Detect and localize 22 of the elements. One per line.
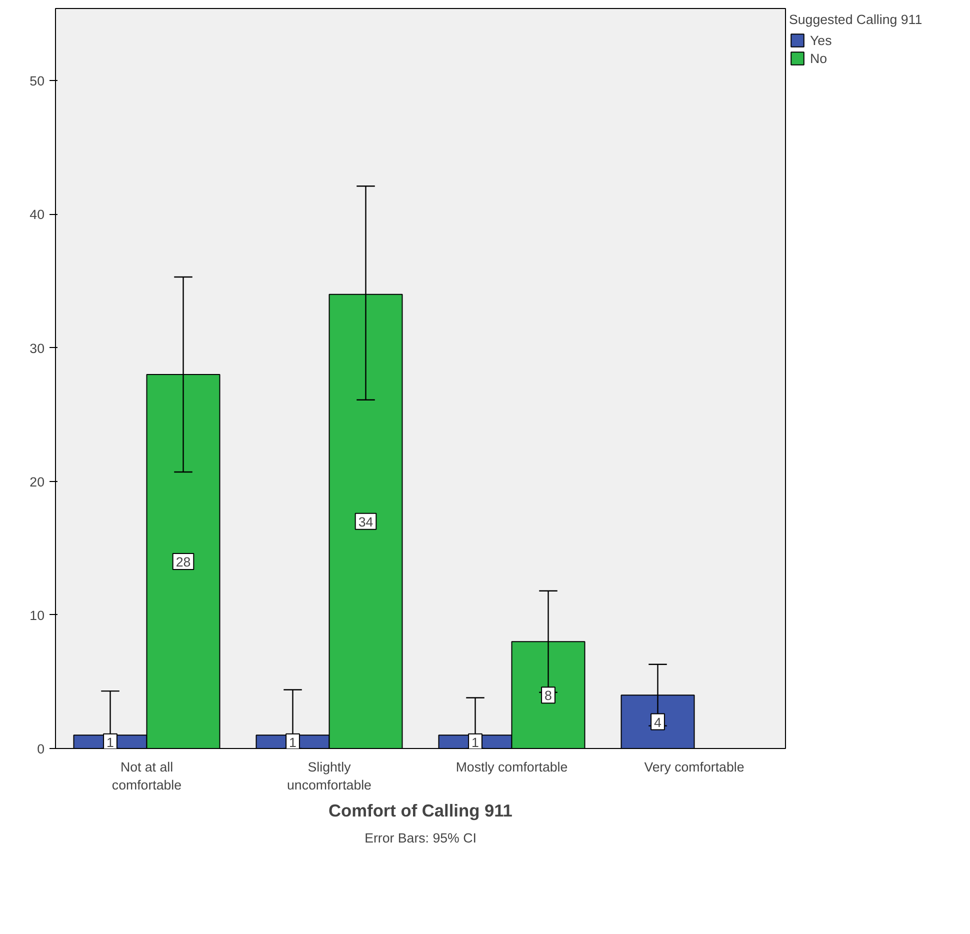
y-tick-label: 40 xyxy=(30,207,45,222)
data-label: 4 xyxy=(654,714,662,730)
y-tick-label: 50 xyxy=(30,74,45,89)
legend-label: Yes xyxy=(810,32,832,48)
x-tick-label: Very comfortable xyxy=(644,760,744,774)
data-label: 28 xyxy=(176,554,191,570)
legend-label: No xyxy=(810,50,828,66)
y-tick-label: 0 xyxy=(37,742,45,756)
data-label: 8 xyxy=(544,688,552,704)
y-tick-label: 30 xyxy=(30,340,45,356)
text: Error Bars: 95% CI xyxy=(364,830,476,846)
x-tick-label: Mostly comfortable xyxy=(456,760,568,774)
data-label: 1 xyxy=(289,734,296,750)
y-tick-label: 10 xyxy=(30,608,45,623)
x-axis-title: Comfort of Calling 911 xyxy=(328,800,513,820)
data-label: 1 xyxy=(106,734,114,750)
data-label: 1 xyxy=(472,734,479,750)
legend-title: Suggested Calling 911 xyxy=(789,12,922,27)
data-label: 34 xyxy=(358,514,374,530)
y-tick-label: 20 xyxy=(30,474,45,490)
x-tick-label: Slightly uncomfortable xyxy=(287,760,372,792)
x-tick-label: Not at all comfortable xyxy=(112,760,182,792)
